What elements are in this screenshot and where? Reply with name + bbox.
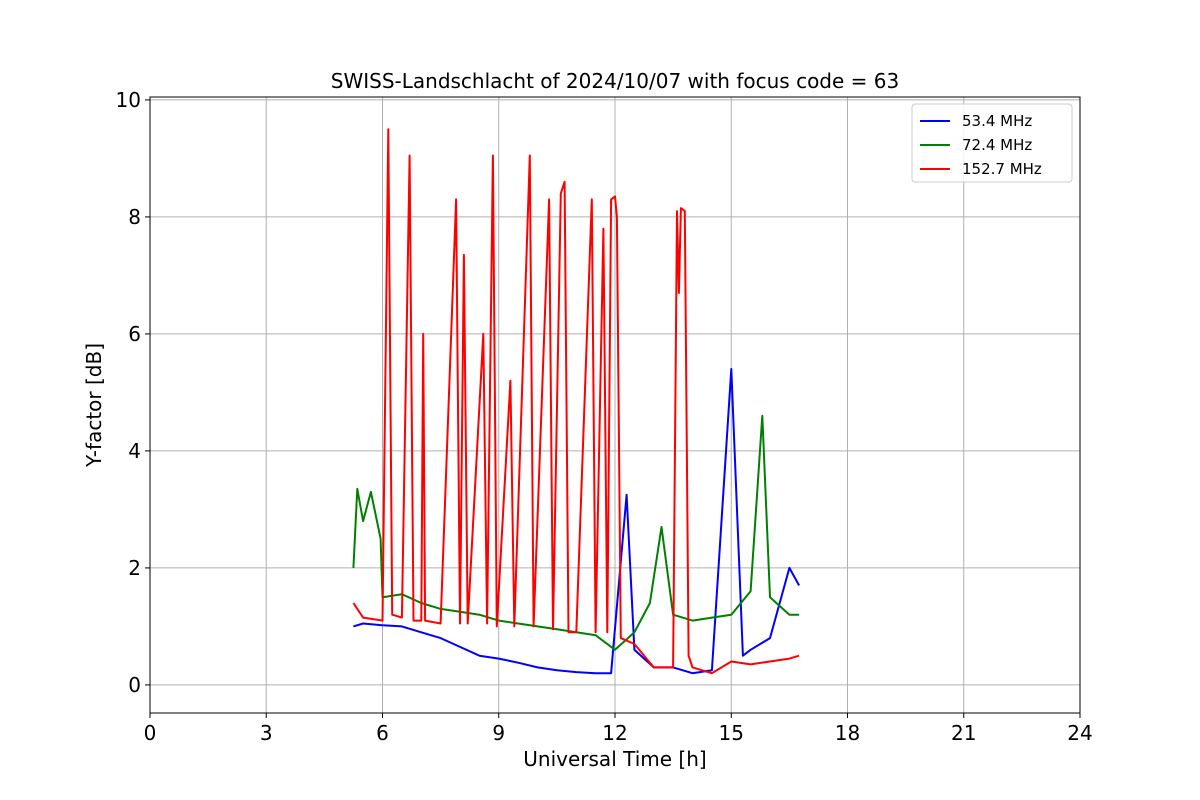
legend-label: 53.4 MHz xyxy=(962,112,1032,130)
series-layer xyxy=(352,128,800,675)
y-tick-label: 8 xyxy=(128,205,141,229)
y-tick-label: 10 xyxy=(116,88,141,112)
x-axis-label: Universal Time [h] xyxy=(523,747,706,771)
series-line-1 xyxy=(353,368,800,675)
legend-label: 72.4 MHz xyxy=(962,136,1032,154)
x-tick-label: 24 xyxy=(1067,721,1092,745)
x-tick-label: 3 xyxy=(260,721,273,745)
x-tick-label: 15 xyxy=(719,721,744,745)
y-tick-label: 0 xyxy=(128,673,141,697)
x-tick-label: 6 xyxy=(376,721,389,745)
chart-title: SWISS-Landschlacht of 2024/10/07 with fo… xyxy=(331,69,899,93)
legend-label: 152.7 MHz xyxy=(962,160,1042,178)
x-tick-label: 0 xyxy=(144,721,157,745)
y-axis-label: Y-factor [dB] xyxy=(82,343,106,468)
x-tick-label: 21 xyxy=(951,721,976,745)
x-tick-label: 18 xyxy=(835,721,860,745)
x-tick-label: 9 xyxy=(492,721,505,745)
series-line-3 xyxy=(352,128,800,675)
y-tick-label: 6 xyxy=(128,322,141,346)
x-axis: 0 3 6 9 12 15 18 21 24 xyxy=(144,713,1093,745)
x-tick-label: 12 xyxy=(602,721,627,745)
legend-box xyxy=(911,103,1073,183)
y-axis: 0 2 4 6 8 10 xyxy=(116,88,150,697)
legend: 53.4 MHz 72.4 MHz 152.7 MHz xyxy=(911,103,1073,183)
y-tick-label: 2 xyxy=(128,556,141,580)
y-tick-label: 4 xyxy=(128,439,141,463)
